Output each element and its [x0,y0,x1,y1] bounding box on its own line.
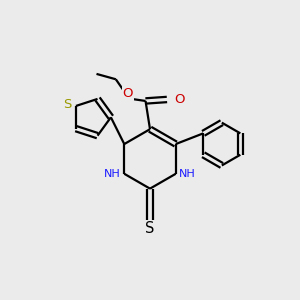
Text: O: O [122,87,133,100]
Text: NH: NH [179,169,196,179]
Text: S: S [145,221,155,236]
Text: S: S [63,98,71,111]
Text: NH: NH [104,169,121,179]
Text: O: O [174,93,185,106]
